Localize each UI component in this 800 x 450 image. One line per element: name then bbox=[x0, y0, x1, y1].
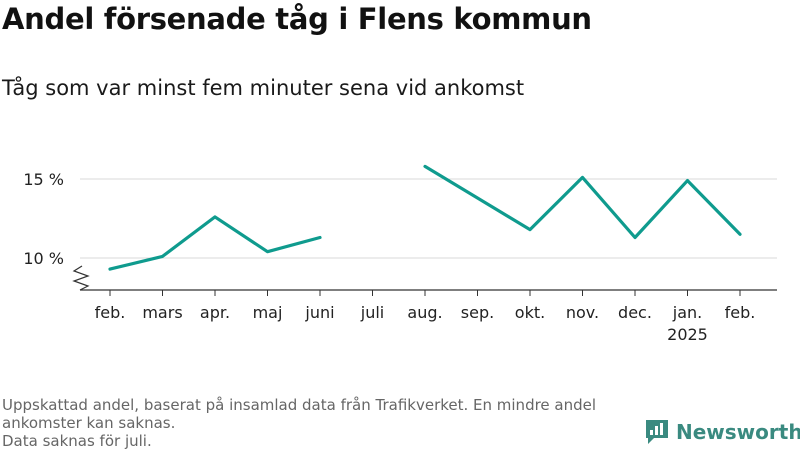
x-tick-label: jan. bbox=[672, 303, 702, 322]
x-tick-label: maj bbox=[253, 303, 283, 322]
source-note-continued: ankomster kan saknas. bbox=[2, 414, 176, 432]
x-tick-label: aug. bbox=[407, 303, 442, 322]
missing-data-note: Data saknas för juli. bbox=[2, 432, 152, 450]
source-note: Uppskattad andel, baserat på insamlad da… bbox=[2, 396, 597, 414]
x-tick-label: dec. bbox=[618, 303, 652, 322]
x-tick-label: juli bbox=[360, 303, 384, 322]
chart-subtitle: Tåg som var minst fem minuter sena vid a… bbox=[2, 76, 525, 100]
chart-footer: Uppskattad andel, baserat på insamlad da… bbox=[2, 396, 642, 450]
x-tick-label: juni bbox=[304, 303, 334, 322]
x-tick-sublabel: 2025 bbox=[667, 325, 708, 344]
y-tick-label: 10 % bbox=[23, 249, 64, 268]
series-line-segment bbox=[423, 164, 742, 240]
x-tick-label: mars bbox=[142, 303, 182, 322]
brand-name: Newsworthy bbox=[676, 420, 800, 444]
x-tick-label: okt. bbox=[515, 303, 545, 322]
y-tick-label: 15 % bbox=[23, 170, 64, 189]
newsworthy-logo: Newsworthy bbox=[644, 418, 800, 446]
x-tick-label: sep. bbox=[461, 303, 494, 322]
x-tick-label: nov. bbox=[566, 303, 599, 322]
x-tick-label: feb. bbox=[725, 303, 756, 322]
x-tick-label: feb. bbox=[95, 303, 126, 322]
newsworthy-logo-icon bbox=[646, 420, 668, 444]
chart-title: Andel försenade tåg i Flens kommun bbox=[2, 2, 592, 36]
series-line-segment bbox=[108, 215, 322, 271]
line-chart: 10 % 15 % feb. mars apr. maj juni juli aug. sep. o… bbox=[23, 164, 777, 344]
axis-break-icon bbox=[72, 265, 90, 291]
x-tick-label: apr. bbox=[200, 303, 230, 322]
